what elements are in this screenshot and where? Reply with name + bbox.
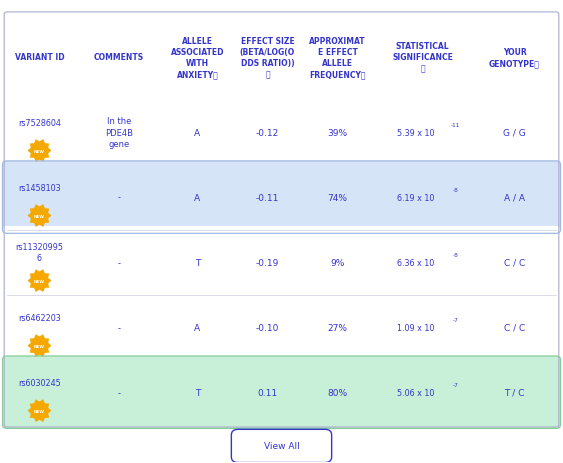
Text: 39%: 39%: [328, 128, 347, 137]
Text: T / C: T / C: [504, 388, 525, 397]
Text: A: A: [194, 323, 200, 332]
Text: APPROXIMAT
E EFFECT
ALLELE
FREQUENCYⓘ: APPROXIMAT E EFFECT ALLELE FREQUENCYⓘ: [309, 37, 366, 79]
Text: EFFECT SIZE
(BETA/LOG(O
DDS RATIO))
ⓘ: EFFECT SIZE (BETA/LOG(O DDS RATIO)) ⓘ: [240, 37, 295, 79]
Text: rs6462203: rs6462203: [18, 314, 61, 323]
Text: 9%: 9%: [330, 258, 345, 267]
Text: 6.36 x 10: 6.36 x 10: [397, 258, 435, 267]
FancyBboxPatch shape: [231, 429, 332, 463]
Polygon shape: [28, 140, 51, 163]
Text: -0.10: -0.10: [256, 323, 279, 332]
FancyBboxPatch shape: [2, 97, 561, 169]
Text: A: A: [194, 128, 200, 137]
Text: View All: View All: [263, 442, 300, 450]
Text: rs6030245: rs6030245: [18, 379, 61, 388]
Text: A: A: [194, 193, 200, 202]
Text: COMMENTS: COMMENTS: [94, 53, 144, 62]
Text: NEW: NEW: [34, 214, 45, 218]
Text: -0.11: -0.11: [256, 193, 279, 202]
Text: rs11320995
6: rs11320995 6: [16, 243, 64, 262]
Text: 27%: 27%: [328, 323, 347, 332]
Text: NEW: NEW: [34, 344, 45, 348]
Text: 0.11: 0.11: [257, 388, 278, 397]
Text: rs1458103: rs1458103: [18, 184, 61, 193]
Text: rs7528604: rs7528604: [18, 119, 61, 128]
Text: T: T: [195, 388, 200, 397]
Text: -: -: [118, 388, 120, 397]
Text: -7: -7: [452, 382, 458, 387]
FancyBboxPatch shape: [2, 356, 561, 428]
Text: -8: -8: [452, 188, 458, 192]
Text: -: -: [118, 323, 120, 332]
Text: STATISTICAL
SIGNIFICANCE
ⓘ: STATISTICAL SIGNIFICANCE ⓘ: [392, 42, 453, 73]
Text: 5.06 x 10: 5.06 x 10: [397, 388, 435, 397]
Text: G / G: G / G: [503, 128, 526, 137]
Polygon shape: [28, 400, 51, 422]
Polygon shape: [28, 334, 51, 357]
Text: 74%: 74%: [328, 193, 347, 202]
Text: T: T: [195, 258, 200, 267]
FancyBboxPatch shape: [2, 226, 561, 299]
Text: YOUR
GENOTYPEⓘ: YOUR GENOTYPEⓘ: [489, 48, 540, 68]
Text: -0.19: -0.19: [256, 258, 279, 267]
Text: VARIANT ID: VARIANT ID: [15, 53, 64, 62]
Text: NEW: NEW: [34, 409, 45, 413]
Text: -: -: [118, 193, 120, 202]
Text: In the
PDE4B
gene: In the PDE4B gene: [105, 117, 133, 148]
Text: 5.39 x 10: 5.39 x 10: [397, 128, 435, 137]
Text: A / A: A / A: [504, 193, 525, 202]
Text: -0.12: -0.12: [256, 128, 279, 137]
Text: 1.09 x 10: 1.09 x 10: [397, 323, 435, 332]
Text: ALLELE
ASSOCIATED
WITH
ANXIETYⓘ: ALLELE ASSOCIATED WITH ANXIETYⓘ: [171, 37, 224, 79]
FancyBboxPatch shape: [2, 291, 561, 363]
Text: -8: -8: [452, 252, 458, 257]
Text: 80%: 80%: [328, 388, 347, 397]
Text: -11: -11: [450, 122, 460, 127]
Text: 6.19 x 10: 6.19 x 10: [397, 193, 435, 202]
FancyBboxPatch shape: [2, 162, 561, 234]
Text: -: -: [118, 258, 120, 267]
Text: C / C: C / C: [504, 258, 525, 267]
Text: NEW: NEW: [34, 149, 45, 153]
Text: -7: -7: [452, 317, 458, 322]
Polygon shape: [28, 205, 51, 227]
Polygon shape: [28, 269, 51, 292]
Text: NEW: NEW: [34, 279, 45, 283]
Text: C / C: C / C: [504, 323, 525, 332]
